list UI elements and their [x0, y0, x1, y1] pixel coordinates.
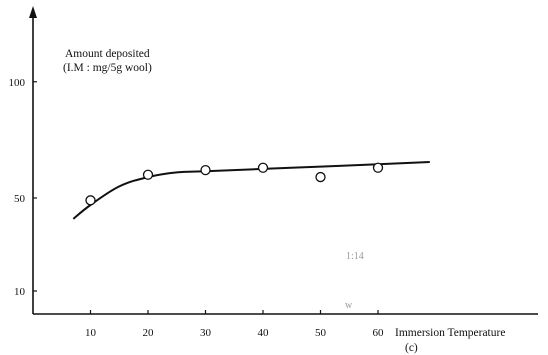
x-tick-label: 20 [143, 327, 155, 339]
data-points-group [85, 162, 384, 206]
y-axis-arrow-icon [29, 6, 37, 18]
x-tick-label: 60 [373, 327, 385, 339]
faint-mark: 1:14 [346, 251, 364, 262]
data-point [85, 195, 96, 206]
y-tick-label: 100 [9, 77, 26, 89]
x-tick-label: 40 [258, 327, 270, 339]
data-point [142, 169, 154, 180]
data-point [200, 164, 211, 176]
y-tick-label: 10 [14, 286, 26, 298]
y-axis-title-line2: (I.M : mg/5g wool) [63, 62, 152, 74]
faint-mark: w [345, 300, 353, 311]
data-point [372, 162, 384, 173]
x-tick-label: 10 [85, 327, 97, 339]
x-tick-label: 30 [200, 327, 212, 339]
tick-group: 10 20 30 40 50 60 10 50 100 [9, 77, 385, 339]
data-point [315, 171, 326, 183]
x-axis-title: Immersion Temperature [395, 327, 505, 339]
y-axis-title-line1: Amount deposited [65, 48, 150, 60]
data-point [257, 162, 269, 173]
y-tick-label: 50 [14, 193, 26, 205]
figure-caption: (c) [405, 342, 418, 354]
fitted-curve [72, 161, 430, 220]
x-tick-label: 50 [315, 327, 327, 339]
